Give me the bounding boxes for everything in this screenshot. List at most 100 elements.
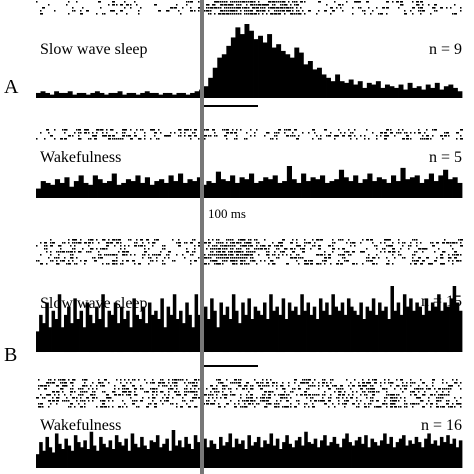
histogram-bar [414, 175, 420, 198]
raster-tick [178, 391, 180, 393]
raster-tick [190, 135, 192, 137]
raster-tick [194, 245, 196, 247]
raster-tick [284, 132, 286, 134]
raster-tick [274, 10, 276, 12]
raster-tick [172, 388, 174, 390]
raster-tick [400, 388, 402, 390]
raster-tick [206, 403, 209, 405]
raster-tick [246, 388, 248, 390]
raster-tick [138, 263, 141, 265]
raster-tick [166, 10, 169, 12]
raster-tick [390, 406, 393, 408]
raster-tick [218, 263, 221, 265]
raster-tick [216, 260, 218, 262]
raster-tick [160, 400, 162, 402]
histogram-bar [272, 310, 276, 352]
histogram-bar [383, 433, 387, 468]
histogram-bar [375, 81, 381, 98]
raster-tick [262, 245, 265, 247]
raster-tick [404, 10, 406, 12]
raster-tick [222, 242, 224, 244]
histogram-bar [79, 310, 84, 352]
raster-tick [86, 385, 88, 387]
raster-tick [126, 394, 128, 396]
raster-tick [284, 4, 287, 6]
raster-tick [390, 403, 393, 405]
raster-tick [234, 406, 237, 408]
raster-tick [356, 138, 358, 140]
raster-tick [96, 129, 99, 131]
histogram-bar [438, 175, 444, 198]
raster-tick [396, 1, 399, 3]
raster-tick [352, 242, 355, 244]
raster-tick [266, 13, 268, 15]
raster-tick [352, 251, 355, 253]
raster-tick [432, 242, 434, 244]
raster-tick [320, 239, 323, 241]
raster-tick [80, 391, 82, 393]
raster-tick [144, 248, 146, 250]
raster-tick [298, 10, 300, 12]
raster-tick [154, 406, 157, 408]
histogram-bar [420, 447, 425, 468]
panel-a-wake-n-label: n = 5 [429, 149, 462, 166]
raster-tick [376, 245, 378, 247]
raster-tick [274, 132, 276, 134]
raster-tick [228, 251, 230, 253]
raster-tick [366, 1, 369, 3]
raster-tick [398, 394, 400, 396]
histogram-bar [427, 310, 432, 352]
raster-tick [430, 406, 432, 408]
raster-tick [272, 254, 274, 256]
raster-tick [210, 135, 212, 137]
raster-tick [206, 257, 208, 259]
raster-tick [80, 138, 82, 140]
raster-tick [430, 138, 432, 140]
histogram-bar [143, 445, 147, 468]
histogram-bar [313, 438, 318, 468]
raster-tick [264, 7, 266, 9]
raster-tick [208, 4, 210, 6]
raster-tick [70, 403, 73, 405]
raster-tick [340, 132, 342, 134]
raster-tick [446, 400, 448, 402]
raster-tick [152, 397, 155, 399]
raster-tick [260, 248, 263, 250]
raster-tick [96, 132, 98, 134]
raster-tick [370, 403, 372, 405]
histogram-bar [237, 443, 242, 468]
raster-tick [284, 406, 287, 408]
raster-tick [296, 7, 298, 9]
raster-tick [80, 132, 82, 134]
histogram-bar [132, 298, 136, 353]
raster-tick [196, 391, 198, 393]
raster-tick [404, 385, 406, 387]
raster-tick [156, 391, 158, 393]
raster-tick [130, 138, 133, 140]
raster-tick [188, 406, 191, 408]
raster-tick [460, 7, 462, 9]
raster-tick [318, 385, 320, 387]
histogram-bar [42, 323, 46, 353]
raster-tick [300, 248, 302, 250]
raster-tick [42, 7, 45, 9]
raster-tick [446, 132, 449, 134]
raster-tick [94, 394, 96, 396]
raster-tick [386, 394, 388, 396]
histogram-bar [169, 314, 174, 353]
raster-tick [168, 379, 170, 381]
raster-tick [218, 13, 221, 15]
raster-tick [448, 406, 450, 408]
raster-tick [222, 394, 224, 396]
raster-tick [122, 385, 125, 387]
raster-tick [282, 1, 285, 3]
raster-tick [338, 239, 340, 241]
raster-tick [232, 10, 235, 12]
raster-tick [126, 260, 129, 262]
raster-tick [382, 403, 385, 405]
raster-tick [388, 382, 390, 384]
histogram-bar [207, 319, 211, 352]
raster-tick [152, 379, 154, 381]
histogram-bar [67, 445, 72, 468]
raster-tick [96, 13, 98, 15]
